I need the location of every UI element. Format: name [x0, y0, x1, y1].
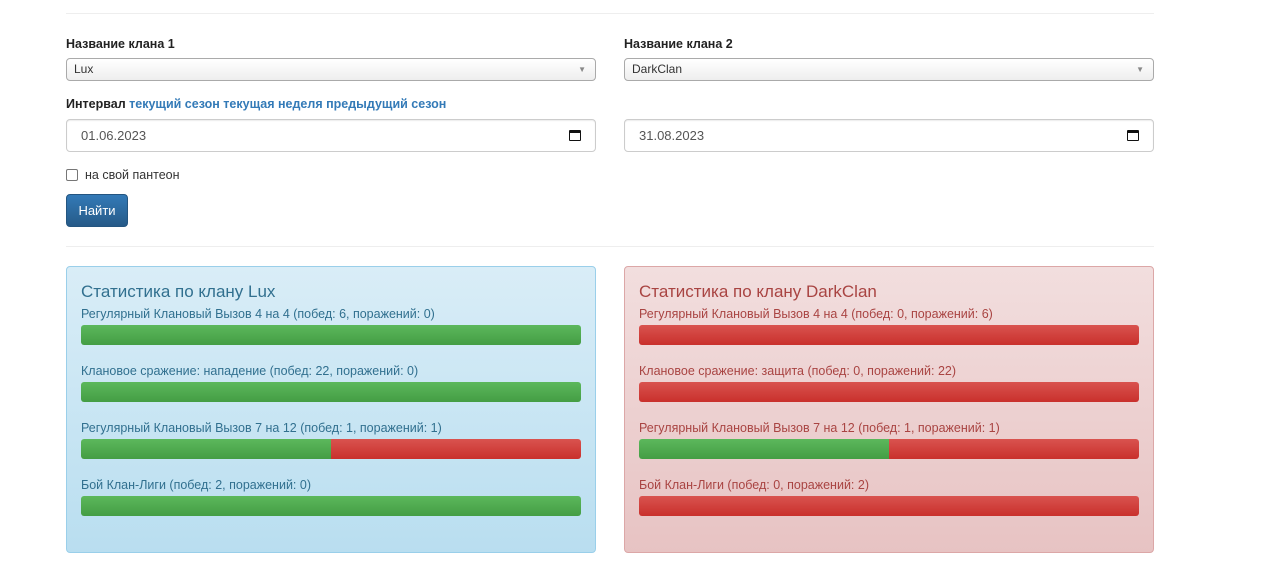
stat-label: Бой Клан-Лиги (побед: 2, поражений: 0): [81, 478, 311, 492]
form-divider: [66, 246, 1154, 247]
calendar-icon[interactable]: [1127, 130, 1139, 141]
stat-label: Регулярный Клановый Вызов 7 на 12 (побед…: [81, 421, 442, 435]
clan1-stats-panel: Статистика по клану Lux Регулярный Клано…: [66, 266, 596, 553]
interval-label: Интервал: [66, 97, 126, 111]
clan2-stats-panel: Статистика по клану DarkClan Регулярный …: [624, 266, 1154, 553]
calendar-icon[interactable]: [569, 130, 581, 141]
top-divider: [66, 13, 1154, 14]
stat-item: Регулярный Клановый Вызов 7 на 12 (побед…: [639, 421, 1139, 459]
losses-segment: [639, 382, 1139, 402]
date-to-input[interactable]: 31.08.2023: [624, 119, 1154, 152]
stat-progress-bar: [639, 382, 1139, 402]
chevron-down-icon: ▼: [578, 65, 586, 74]
wins-segment: [81, 496, 581, 516]
stat-item: Регулярный Клановый Вызов 4 на 4 (побед:…: [81, 307, 581, 345]
interval-current-week-link[interactable]: текущая неделя: [223, 97, 323, 111]
stat-progress-bar: [81, 325, 581, 345]
stat-label: Регулярный Клановый Вызов 4 на 4 (побед:…: [81, 307, 435, 321]
wins-segment: [81, 439, 331, 459]
date-to-value: 31.08.2023: [639, 128, 705, 143]
clan1-select[interactable]: Lux ▼: [66, 58, 596, 81]
stat-item: Бой Клан-Лиги (побед: 2, поражений: 0): [81, 478, 581, 516]
interval-row: Интервал текущий сезон текущая неделя пр…: [66, 97, 446, 111]
stat-progress-bar: [639, 439, 1139, 459]
losses-segment: [331, 439, 581, 459]
chevron-down-icon: ▼: [1136, 65, 1144, 74]
stat-progress-bar: [81, 496, 581, 516]
stat-item: Клановое сражение: нападение (побед: 22,…: [81, 364, 581, 402]
interval-previous-season-link[interactable]: предыдущий сезон: [326, 97, 447, 111]
clan1-label: Название клана 1: [66, 37, 175, 51]
stat-item: Регулярный Клановый Вызов 4 на 4 (побед:…: [639, 307, 1139, 345]
wins-segment: [81, 382, 581, 402]
stat-label: Регулярный Клановый Вызов 4 на 4 (побед:…: [639, 307, 993, 321]
date-from-value: 01.06.2023: [81, 128, 147, 143]
stat-progress-bar: [81, 382, 581, 402]
pantheon-checkbox-label: на свой пантеон: [85, 168, 180, 182]
clan2-stats-title: Статистика по клану DarkClan: [639, 282, 877, 301]
stat-progress-bar: [639, 496, 1139, 516]
stat-label: Бой Клан-Лиги (побед: 0, поражений: 2): [639, 478, 869, 492]
clan2-select[interactable]: DarkClan ▼: [624, 58, 1154, 81]
losses-segment: [889, 439, 1139, 459]
stat-item: Клановое сражение: защита (побед: 0, пор…: [639, 364, 1139, 402]
stat-progress-bar: [81, 439, 581, 459]
stat-item: Бой Клан-Лиги (побед: 0, поражений: 2): [639, 478, 1139, 516]
losses-segment: [639, 325, 1139, 345]
search-button[interactable]: Найти: [66, 194, 128, 227]
stat-label: Регулярный Клановый Вызов 7 на 12 (побед…: [639, 421, 1000, 435]
stat-progress-bar: [639, 325, 1139, 345]
losses-segment: [639, 496, 1139, 516]
date-from-input[interactable]: 01.06.2023: [66, 119, 596, 152]
clan2-label: Название клана 2: [624, 37, 733, 51]
stat-label: Клановое сражение: нападение (побед: 22,…: [81, 364, 419, 378]
clan2-select-value: DarkClan: [632, 62, 683, 76]
stat-label: Клановое сражение: защита (побед: 0, пор…: [639, 364, 957, 378]
stat-item: Регулярный Клановый Вызов 7 на 12 (побед…: [81, 421, 581, 459]
wins-segment: [81, 325, 581, 345]
pantheon-checkbox-row[interactable]: на свой пантеон: [66, 168, 180, 182]
interval-current-season-link[interactable]: текущий сезон: [129, 97, 220, 111]
clan1-select-value: Lux: [74, 62, 94, 76]
pantheon-checkbox[interactable]: [66, 169, 78, 181]
clan1-stats-title: Статистика по клану Lux: [81, 282, 276, 301]
wins-segment: [639, 439, 889, 459]
